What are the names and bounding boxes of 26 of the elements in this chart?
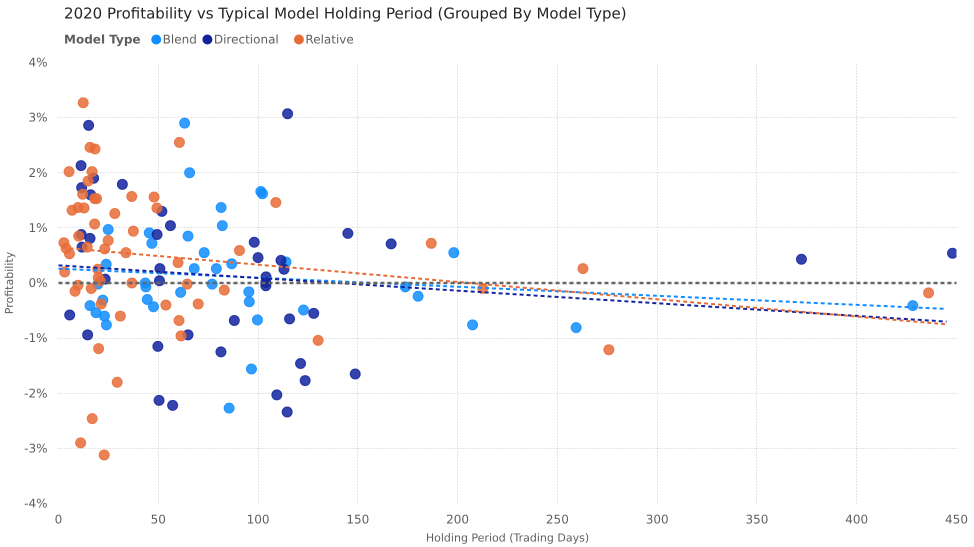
x-tick-label: 450 xyxy=(945,512,968,526)
y-axis-title: Profitability xyxy=(3,251,16,314)
y-tick-label: -4% xyxy=(24,496,48,510)
y-tick-label: 4% xyxy=(28,56,48,70)
y-tick-label: -3% xyxy=(24,441,48,456)
x-tick-label: 400 xyxy=(845,512,868,526)
x-tick-label: 300 xyxy=(646,512,669,526)
x-tick-label: 100 xyxy=(246,512,270,526)
x-tick-label: 150 xyxy=(346,512,370,526)
chart-title: 2020 Profitability vs Typical Model Holding Period (Grouped By Model Type) xyxy=(64,4,627,22)
x-tick-label: 50 xyxy=(150,512,166,526)
y-tick-label: 1% xyxy=(28,220,48,235)
legend-title: Model Type xyxy=(64,32,141,46)
x-tick-label: 250 xyxy=(546,512,569,526)
x-tick-label: 0 xyxy=(54,512,62,526)
y-tick-label: -1% xyxy=(24,331,48,346)
y-tick-label: 2% xyxy=(28,166,48,180)
legend-label: Directional xyxy=(214,32,279,46)
y-tick-label: 3% xyxy=(28,110,48,125)
legend-label: Relative xyxy=(305,32,354,46)
y-tick-label: 0% xyxy=(28,276,48,290)
x-tick-label: 350 xyxy=(745,512,768,526)
x-axis-title: Holding Period (Trading Days) xyxy=(426,532,590,544)
legend-label: Blend xyxy=(162,32,197,46)
x-tick-label: 200 xyxy=(446,512,470,526)
y-tick-label: -2% xyxy=(24,386,48,400)
